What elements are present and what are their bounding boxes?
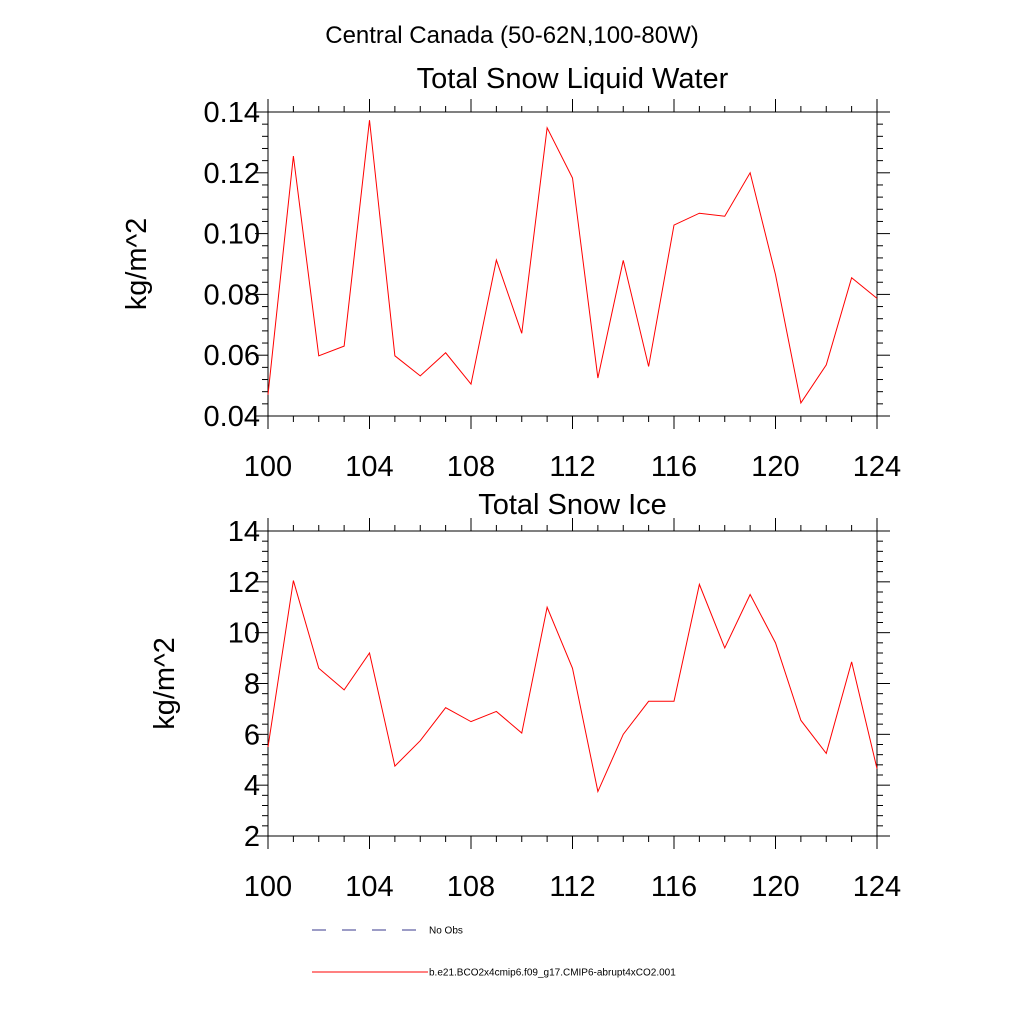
- y-tick-label: 12: [228, 567, 260, 599]
- legend-label-model-run: b.e21.BCO2x4cmip6.f09_g17.CMIP6-abrupt4x…: [429, 968, 676, 979]
- x-tick-label: 124: [853, 871, 901, 903]
- x-tick-label: 112: [549, 451, 595, 483]
- x-tick-label: 108: [447, 451, 495, 483]
- panel-snow-liquid-water: Total Snow Liquid Water kg/m^2 100 104 108 11…: [121, 63, 901, 483]
- plot-frame: [267, 530, 878, 837]
- y-tick-label: 0.12: [204, 158, 260, 190]
- x-tick-label: 116: [651, 451, 697, 483]
- x-tick-label: 116: [651, 871, 697, 903]
- y-tick-label: 0.04: [204, 401, 260, 433]
- y-tick-label: 0.14: [204, 97, 260, 129]
- y-tick-label: 0.10: [204, 219, 260, 251]
- series-line: [267, 580, 878, 794]
- y-tick-label: 0.06: [204, 340, 260, 372]
- y-tick-label: 14: [228, 516, 260, 548]
- y-tick-label: 8: [244, 669, 260, 701]
- x-tick-label: 112: [549, 871, 595, 903]
- y-tick-label: 10: [228, 618, 260, 650]
- legend-label-no-obs: No Obs: [429, 926, 463, 937]
- panel-title: Total Snow Ice: [478, 489, 667, 521]
- x-tick-label: 108: [447, 871, 495, 903]
- legend: No Obs b.e21.BCO2x4cmip6.f09_g17.CMIP6-a…: [312, 926, 676, 979]
- y-axis-label: kg/m^2: [149, 637, 181, 730]
- y-tick-label: 6: [244, 719, 260, 751]
- x-tick-label: 104: [345, 871, 393, 903]
- y-axis-label: kg/m^2: [121, 218, 153, 311]
- x-tick-label: 124: [853, 451, 901, 483]
- x-tick-label: 120: [751, 451, 799, 483]
- x-tick-label: 100: [244, 871, 292, 903]
- y-tick-label: 2: [244, 821, 260, 853]
- y-tick-label: 4: [244, 770, 260, 802]
- plot-frame: [267, 111, 878, 417]
- figure-title: Central Canada (50-62N,100-80W): [325, 22, 699, 49]
- x-tick-label: 100: [244, 451, 292, 483]
- series-line: [267, 120, 878, 405]
- x-tick-label: 120: [751, 871, 799, 903]
- x-tick-label: 104: [345, 451, 393, 483]
- panel-title: Total Snow Liquid Water: [417, 63, 729, 95]
- y-tick-label: 0.08: [204, 279, 260, 311]
